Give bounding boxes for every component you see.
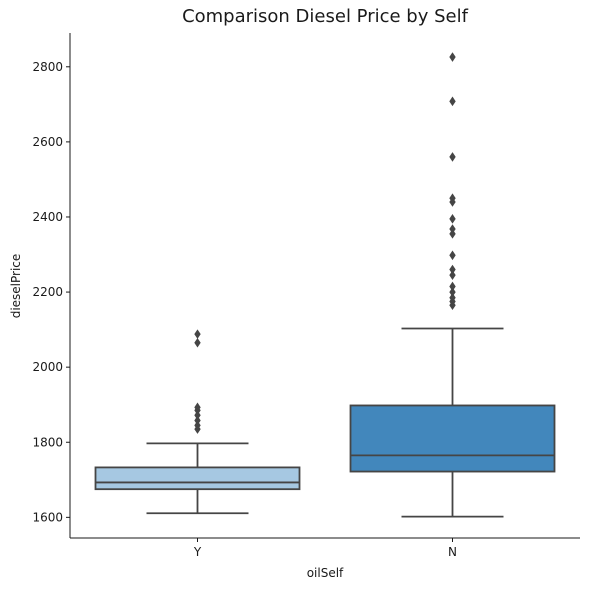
y-tick-label: 2200: [32, 285, 63, 299]
x-tick-label: Y: [193, 545, 202, 559]
outlier-point: [194, 329, 201, 339]
outlier-point: [194, 410, 201, 421]
outlier-point: [194, 415, 201, 426]
outlier-point: [449, 281, 456, 292]
y-tick-label: 2800: [32, 60, 63, 74]
y-tick-label: 1600: [32, 510, 63, 524]
outlier-point: [449, 250, 456, 261]
chart-title: Comparison Diesel Price by Self: [182, 6, 468, 27]
x-axis-label: oilSelf: [306, 566, 344, 580]
y-tick-label: 2600: [32, 135, 63, 149]
y-tick-label: 1800: [32, 435, 63, 449]
outlier-point: [449, 52, 456, 62]
outlier-point: [449, 229, 456, 239]
x-tick-label: N: [448, 545, 457, 559]
outlier-point: [449, 264, 456, 275]
y-axis-label: dieselPrice: [9, 253, 23, 319]
outlier-point: [449, 287, 456, 297]
outlier-point: [449, 152, 456, 162]
y-tick-label: 2400: [32, 210, 63, 224]
box-N: [349, 404, 556, 473]
outlier-point: [449, 270, 456, 280]
outlier-point: [449, 96, 456, 107]
outlier-point: [449, 292, 456, 303]
outlier-point: [194, 337, 201, 348]
outlier-point: [449, 224, 456, 234]
outlier-point: [194, 402, 201, 413]
outlier-point: [194, 420, 201, 431]
y-tick-label: 2000: [32, 360, 63, 374]
outlier-point: [449, 193, 456, 204]
box-Y: [94, 466, 301, 491]
outlier-point: [449, 214, 456, 224]
